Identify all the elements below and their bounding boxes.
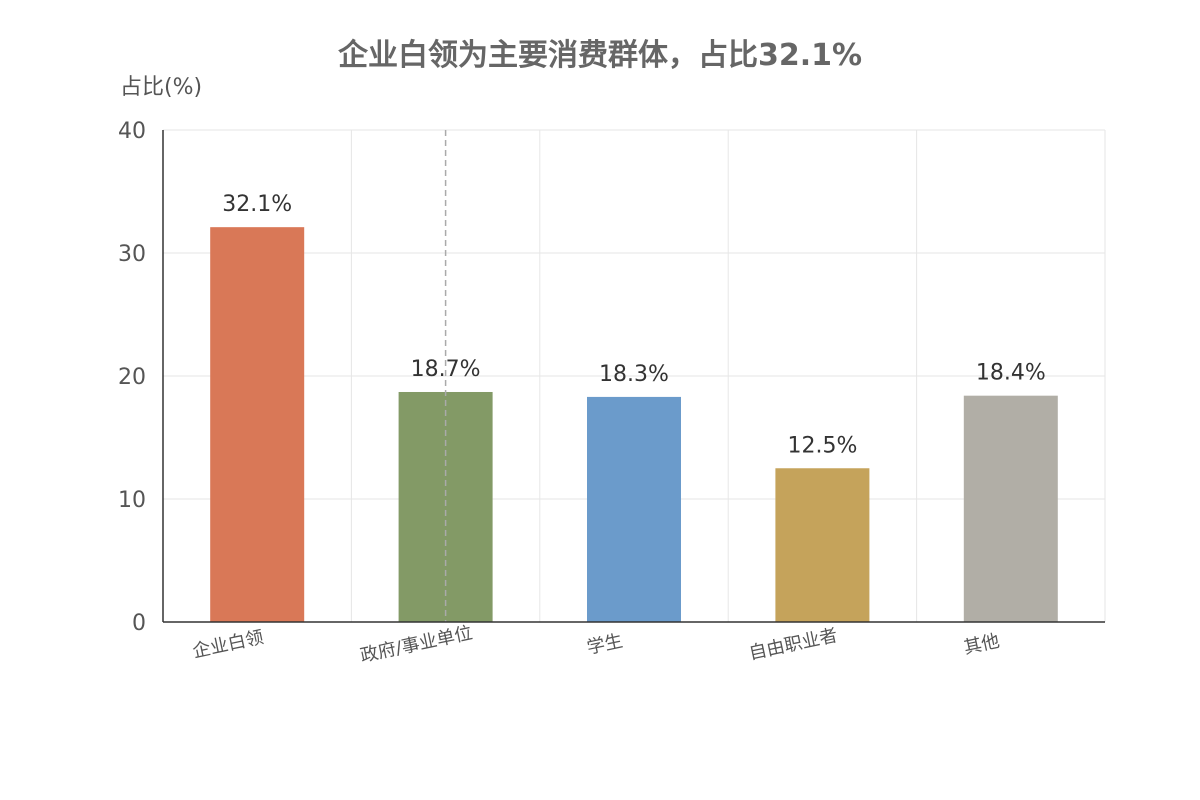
bar-value-label: 12.5%	[787, 433, 857, 458]
bar	[398, 391, 493, 622]
y-tick-label: 40	[118, 119, 146, 144]
bar-value-label: 32.1%	[222, 192, 292, 217]
bar-value-label: 18.3%	[599, 362, 669, 387]
axis-layer	[162, 130, 1105, 623]
x-tick-label: 其他	[962, 631, 1002, 659]
bar	[775, 468, 870, 622]
x-tick-label: 政府/事业单位	[358, 622, 474, 666]
bar-value-label: 18.4%	[976, 361, 1046, 386]
y-tick-label: 0	[132, 611, 146, 636]
bars-layer	[210, 227, 1058, 623]
y-tick-label: 30	[118, 242, 146, 267]
x-tick-label: 企业白领	[191, 627, 266, 663]
y-tick-label: 10	[118, 488, 146, 513]
x-tick-label: 自由职业者	[747, 625, 839, 664]
y-axis-label: 占比(%)	[120, 75, 202, 100]
x-tick-label: 学生	[585, 631, 625, 659]
chart-title: 企业白领为主要消费群体，占比32.1%	[337, 38, 863, 73]
bar	[210, 227, 305, 623]
bar	[963, 395, 1058, 622]
bar-value-label: 18.7%	[411, 357, 481, 382]
y-tick-label: 20	[118, 365, 146, 390]
bar	[587, 396, 681, 622]
